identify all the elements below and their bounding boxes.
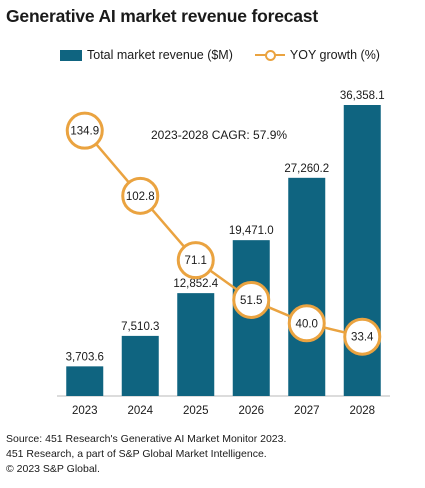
growth-marker-2023 — [65, 111, 104, 150]
legend-bar-swatch — [60, 49, 82, 61]
chart-plot: 3,703.6 2023 7,510.3 2024 12,852.4 2025 19,471… — [57, 90, 390, 417]
x-tick-label-2028: 2028 — [349, 405, 375, 417]
bar-2023 — [66, 366, 104, 396]
bar-value-label-2028: 36,358.1 — [340, 90, 385, 102]
growth-value-label-2023: 134.9 — [70, 126, 99, 138]
bar-2025 — [177, 293, 215, 396]
x-tick-label-2025: 2025 — [183, 405, 209, 417]
growth-marker-2027 — [287, 304, 326, 343]
legend: Total market revenue ($M) YOY growth (%) — [60, 47, 380, 63]
growth-value-label-2024: 102.8 — [126, 191, 155, 203]
legend-line-label: YOY growth (%) — [289, 48, 380, 62]
bar-value-label-2024: 7,510.3 — [121, 321, 159, 333]
x-tick-label-2024: 2024 — [127, 405, 153, 417]
bar-value-label-2026: 19,471.0 — [229, 225, 274, 237]
growth-value-label-2026: 51.5 — [240, 295, 262, 307]
bar-value-label-2027: 27,260.2 — [284, 163, 329, 175]
cagr-annotation: 2023-2028 CAGR: 57.9% — [151, 128, 287, 142]
growth-value-label-2028: 33.4 — [351, 332, 374, 344]
copyright-note: © 2023 S&P Global. — [6, 463, 100, 475]
growth-marker-2026 — [232, 280, 271, 319]
chart-title: Generative AI market revenue forecast — [6, 6, 318, 26]
growth-value-label-2027: 40.0 — [296, 318, 318, 330]
x-tick-label-2027: 2027 — [294, 405, 320, 417]
legend-bar-label: Total market revenue ($M) — [87, 48, 233, 62]
growth-marker-2024 — [121, 176, 160, 215]
x-tick-label-2026: 2026 — [238, 405, 264, 417]
bar-2024 — [121, 335, 159, 396]
bar-value-label-2023: 3,703.6 — [66, 351, 104, 363]
bar-2027 — [288, 177, 326, 396]
footer: Source: 451 Research's Generative AI Mar… — [6, 432, 286, 477]
growth-value-label-2025: 71.1 — [185, 255, 207, 267]
legend-line-swatch — [254, 49, 285, 61]
source-note: Source: 451 Research's Generative AI Mar… — [6, 433, 287, 445]
growth-marker-2028 — [343, 317, 382, 356]
bar-value-label-2025: 12,852.4 — [173, 278, 218, 290]
growth-marker-2025 — [176, 241, 215, 280]
attribution-note: 451 Research, a part of S&P Global Marke… — [6, 448, 267, 460]
x-tick-label-2023: 2023 — [72, 405, 98, 417]
